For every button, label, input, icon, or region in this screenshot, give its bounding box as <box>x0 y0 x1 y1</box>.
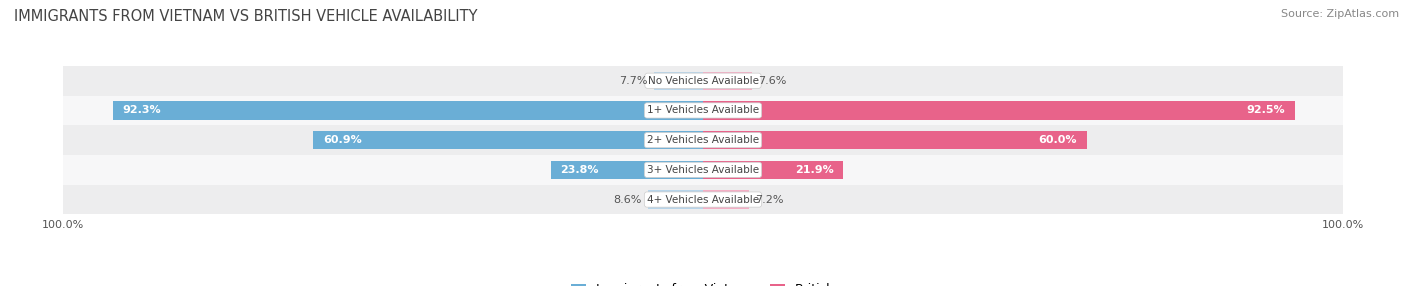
Text: No Vehicles Available: No Vehicles Available <box>648 76 758 86</box>
Bar <box>63 125 1343 155</box>
Text: 3+ Vehicles Available: 3+ Vehicles Available <box>647 165 759 175</box>
Bar <box>703 190 749 209</box>
Bar <box>314 131 703 149</box>
Text: IMMIGRANTS FROM VIETNAM VS BRITISH VEHICLE AVAILABILITY: IMMIGRANTS FROM VIETNAM VS BRITISH VEHIC… <box>14 9 478 23</box>
Bar <box>703 101 1295 120</box>
Bar <box>112 101 703 120</box>
Text: 92.3%: 92.3% <box>122 106 160 116</box>
Bar <box>703 161 844 179</box>
Legend: Immigrants from Vietnam, British: Immigrants from Vietnam, British <box>571 283 835 286</box>
Bar <box>63 155 1343 185</box>
Text: 7.6%: 7.6% <box>758 76 786 86</box>
Text: 92.5%: 92.5% <box>1247 106 1285 116</box>
Bar <box>703 72 752 90</box>
Text: 60.9%: 60.9% <box>323 135 361 145</box>
Bar <box>63 185 1343 214</box>
Text: 23.8%: 23.8% <box>561 165 599 175</box>
Text: 21.9%: 21.9% <box>794 165 834 175</box>
Text: 8.6%: 8.6% <box>613 194 641 204</box>
Text: Source: ZipAtlas.com: Source: ZipAtlas.com <box>1281 9 1399 19</box>
Bar <box>703 131 1087 149</box>
Text: 4+ Vehicles Available: 4+ Vehicles Available <box>647 194 759 204</box>
Text: 7.7%: 7.7% <box>619 76 647 86</box>
Text: 2+ Vehicles Available: 2+ Vehicles Available <box>647 135 759 145</box>
Bar <box>551 161 703 179</box>
Bar <box>648 190 703 209</box>
Text: 1+ Vehicles Available: 1+ Vehicles Available <box>647 106 759 116</box>
Bar <box>63 96 1343 125</box>
Bar <box>654 72 703 90</box>
Text: 60.0%: 60.0% <box>1039 135 1077 145</box>
Bar <box>63 66 1343 96</box>
Text: 7.2%: 7.2% <box>755 194 785 204</box>
